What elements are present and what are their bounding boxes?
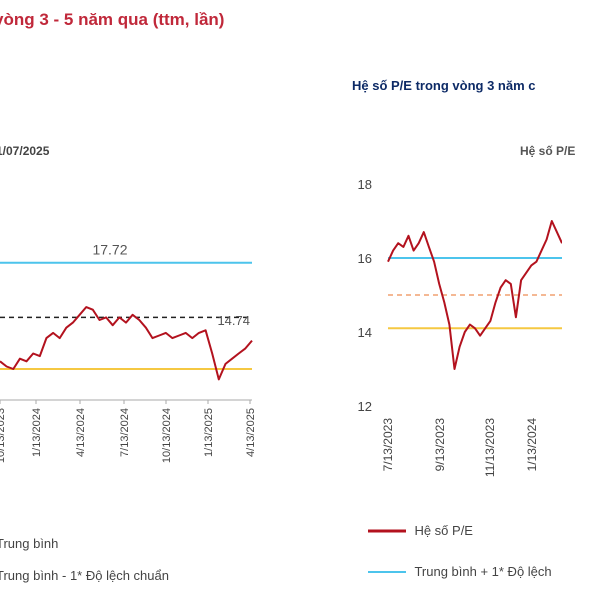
y-tick-label: 12 xyxy=(358,399,372,414)
legend-plus-sd-label: Trung bình + 1* Độ lệch xyxy=(414,564,552,579)
right-chart: 12 14 16 18 7/13/2023 9/13/2023 11/13/2023 1/13… xyxy=(358,177,562,477)
annotation-last: 14.74 xyxy=(217,313,250,328)
x-tick-label: 1/13/2024 xyxy=(525,418,539,472)
page-title: vòng 3 - 5 năm qua (ttm, lần) xyxy=(0,10,225,29)
x-tick-label: 4/13/2024 xyxy=(75,408,87,457)
x-tick-label: 10/13/2024 xyxy=(161,408,173,463)
left-chart: 17.72 14.74 10/13/2023 1/13/2024 4/13/2024 7/… xyxy=(0,242,257,463)
legend-plus-sd-swatch xyxy=(368,570,406,573)
x-tick-label: 7/13/2023 xyxy=(381,418,395,472)
annotation-plus-sd: 17.72 xyxy=(92,242,127,258)
x-tick-label: 11/13/2023 xyxy=(483,418,497,477)
x-tick-label: 4/13/2025 xyxy=(245,408,257,457)
right-chart-inner-title: Hệ số P/E xyxy=(520,144,576,158)
x-tick-label: 1/13/2024 xyxy=(31,408,43,457)
legend-item-minus-sd: Trung bình - 1* Độ lệch chuẩn xyxy=(0,567,169,585)
legend-minus-sd-label: Trung bình - 1* Độ lệch chuẩn xyxy=(0,568,169,583)
legend-mean-label: Trung bình xyxy=(0,536,59,551)
x-tick-label: 10/13/2023 xyxy=(0,408,7,463)
right-chart-title: Hệ số P/E trong vòng 3 năm c xyxy=(352,78,536,93)
legend-pe-label: Hệ số P/E xyxy=(414,523,473,538)
pe-series-line xyxy=(387,220,562,370)
legend-pe-swatch xyxy=(368,529,406,533)
y-tick-label: 16 xyxy=(358,251,372,266)
x-tick-label: 9/13/2023 xyxy=(433,418,447,472)
legend-item-mean: Trung bình xyxy=(0,535,58,553)
x-tick-label: 1/13/2025 xyxy=(203,408,215,457)
y-tick-label: 14 xyxy=(358,325,372,340)
y-tick-label: 18 xyxy=(358,177,372,192)
left-chart-date: 1/07/2025 xyxy=(0,144,50,158)
legend-item-pe: Hệ số P/E xyxy=(368,522,473,540)
pe-series-line xyxy=(0,306,253,381)
x-tick-label: 7/13/2024 xyxy=(119,408,131,457)
legend-item-plus-sd: Trung bình + 1* Độ lệch xyxy=(368,563,552,581)
